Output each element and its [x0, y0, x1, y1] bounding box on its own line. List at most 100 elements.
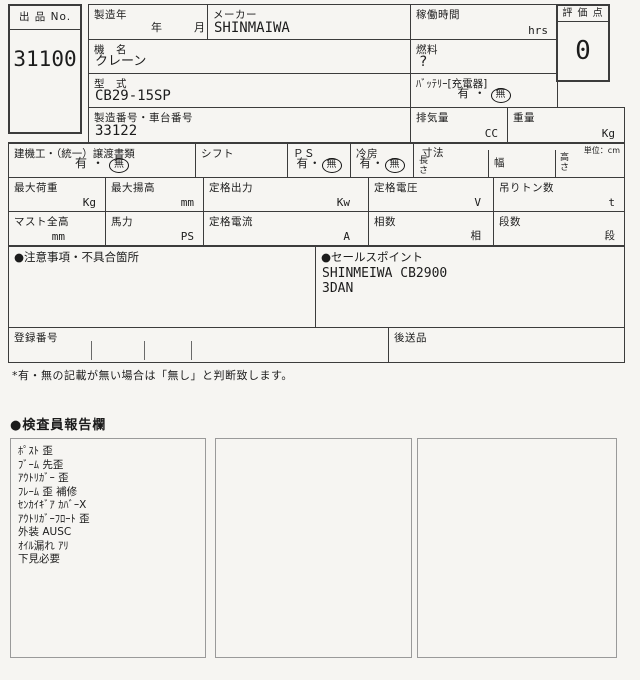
report-line: ｵｲﾙ漏れ ｱﾘ — [18, 539, 69, 552]
dimensions-label: 寸法 — [422, 147, 444, 159]
battery-label: ﾊﾞｯﾃﾘｰ[充電器] — [416, 78, 488, 90]
rated-voltage-label: 定格電圧 — [374, 182, 418, 194]
shift-label: シフト — [201, 148, 234, 160]
dimensions-height-label: 高さ — [560, 153, 570, 173]
report-line: ﾌﾞｰﾑ 先歪 — [18, 458, 64, 471]
aircon-cell: 冷房 有・無 — [350, 142, 414, 178]
ps-label: ＰＳ — [293, 148, 315, 160]
sales-point-cell: ●セールスポイント SHINMEIWA CB2900 3DAN — [315, 245, 625, 328]
hoist-tons-unit: t — [608, 196, 615, 209]
displacement-unit: CC — [484, 127, 498, 140]
machine-name-label: 機 名 — [94, 44, 127, 56]
mfg-year-month-suffix: 月 — [194, 21, 205, 34]
inspector-report-box-3 — [417, 438, 617, 658]
score-label: 評 価 点 — [558, 6, 608, 22]
registration-tick-1 — [91, 341, 92, 360]
dimensions-unit-note: 単位：cm — [583, 146, 620, 155]
dimensions-divider-2 — [555, 150, 556, 177]
inspector-report-box-2 — [215, 438, 412, 658]
rated-voltage-unit: V — [474, 196, 481, 209]
phases-unit: 相 — [470, 230, 482, 242]
hoist-tons-cell: 吊りトン数 t — [493, 177, 625, 212]
max-load-label: 最大荷重 — [14, 182, 58, 194]
rated-output-unit: Kw — [336, 196, 350, 209]
score-cell: 評 価 点 0 — [556, 4, 610, 82]
maker-label: メーカー — [213, 9, 257, 21]
registration-label: 登録番号 — [14, 332, 58, 344]
maker-cell: メーカー SHINMAIWA — [207, 4, 411, 40]
horsepower-label: 馬力 — [111, 216, 133, 228]
report-line: ｱｳﾄﾘｶﾞｰﾌﾛｰﾄ 歪 — [18, 512, 90, 525]
transfer-docs-selector: 有・無 — [9, 154, 195, 173]
sales-point-line-2: 3DAN — [322, 281, 354, 296]
sales-point-line-1: SHINMEIWA CB2900 — [322, 266, 448, 281]
mfg-year-year-suffix: 年 — [151, 21, 162, 34]
max-lift-label: 最大揚高 — [111, 182, 155, 194]
sales-point-lines: SHINMEIWA CB2900 3DAN — [322, 266, 447, 296]
stages-cell: 段数 段 — [493, 211, 625, 246]
weight-unit: Kg — [601, 127, 615, 140]
rated-voltage-cell: 定格電圧 V — [368, 177, 494, 212]
notes-cell: ●注意事項・不具合箇所 — [8, 245, 316, 328]
sales-point-label: ●セールスポイント — [321, 250, 424, 264]
battery-no-circled: 無 — [490, 88, 511, 103]
displacement-label: 排気量 — [416, 112, 449, 124]
max-load-cell: 最大荷重 Kg — [8, 177, 106, 212]
registration-tick-2 — [144, 341, 145, 360]
rated-output-label: 定格出力 — [209, 182, 253, 194]
hours-cell: 稼働時間 hrs — [410, 4, 558, 40]
later-items-label: 後送品 — [394, 332, 427, 344]
ps-separator: ・ — [309, 156, 321, 170]
weight-label: 重量 — [513, 112, 535, 124]
score-value: 0 — [575, 36, 591, 66]
rated-current-label: 定格電流 — [209, 216, 253, 228]
weight-cell: 重量 Kg — [507, 107, 625, 143]
inspector-report-title: ●検査員報告欄 — [10, 418, 107, 433]
serial-value: 33122 — [95, 123, 138, 139]
horsepower-cell: 馬力 PS — [105, 211, 204, 246]
lot-number-cell: 出 品 No. 31100 — [8, 4, 82, 134]
machine-name-value: クレーン — [95, 54, 147, 69]
rated-output-cell: 定格出力 Kw — [203, 177, 369, 212]
mast-height-unit: mm — [51, 230, 65, 243]
mfg-year-label: 製造年 — [94, 9, 127, 21]
max-lift-unit: mm — [180, 196, 194, 209]
transfer-docs-cell: 建機工・（統一）譲渡書類 有・無 — [8, 142, 196, 178]
rated-current-unit: A — [343, 230, 350, 243]
report-line: ｱｳﾄﾘｶﾞｰ 歪 — [18, 472, 69, 484]
registration-tick-3 — [191, 341, 192, 360]
lot-number-label: 出 品 No. — [10, 6, 80, 30]
battery-separator: ・ — [474, 86, 486, 100]
transfer-docs-label: 建機工・（統一）譲渡書類 — [14, 148, 135, 160]
mfg-year-cell: 製造年 年 月 — [88, 4, 208, 40]
shift-cell: シフト — [195, 142, 288, 178]
report-line: ﾌﾚｰﾑ 歪 補修 — [18, 485, 78, 498]
registration-cell: 登録番号 — [8, 327, 389, 363]
mast-height-label: マスト全高 — [14, 216, 69, 228]
serial-cell: 製造番号・車台番号 33122 — [88, 107, 411, 143]
model-label: 型 式 — [94, 78, 127, 90]
inspector-report-lines: ﾎﾟｽﾄ 歪ﾌﾞｰﾑ 先歪 ｱｳﾄﾘｶﾞｰ 歪ﾌﾚｰﾑ 歪 補修 ｾﾝｶｲｷﾞｱ ｶ… — [18, 445, 201, 567]
hoist-tons-label: 吊りトン数 — [499, 182, 554, 194]
mast-height-cell: マスト全高 mm — [8, 211, 106, 246]
dimensions-length-label: 長さ — [419, 156, 429, 176]
transfer-docs-no-circled: 無 — [109, 158, 130, 173]
aircon-separator: ・ — [372, 156, 384, 170]
maker-value: SHINMAIWA — [214, 20, 290, 36]
max-load-unit: Kg — [82, 196, 96, 209]
horsepower-unit: PS — [180, 230, 194, 243]
fuel-value: ? — [419, 54, 428, 70]
dimensions-cell: 寸法 長さ 幅 高さ 単位：cm — [413, 142, 625, 178]
hours-unit: hrs — [528, 24, 548, 37]
ps-cell: ＰＳ 有・無 — [287, 142, 351, 178]
aircon-selector: 有・無 — [351, 155, 413, 173]
fuel-label: 燃料 — [416, 44, 438, 56]
displacement-cell: 排気量 CC — [410, 107, 508, 143]
battery-yes: 有 — [457, 86, 470, 100]
footnote: *有・無の記載が無い場合は「無し」と判断致します。 — [12, 369, 293, 382]
lot-number-value: 31100 — [13, 47, 77, 71]
inspector-report-box-1: ﾎﾟｽﾄ 歪ﾌﾞｰﾑ 先歪 ｱｳﾄﾘｶﾞｰ 歪ﾌﾚｰﾑ 歪 補修 ｾﾝｶｲｷﾞｱ ｶ… — [10, 438, 206, 658]
transfer-docs-yes: 有 — [74, 156, 87, 170]
serial-label: 製造番号・車台番号 — [94, 112, 193, 124]
